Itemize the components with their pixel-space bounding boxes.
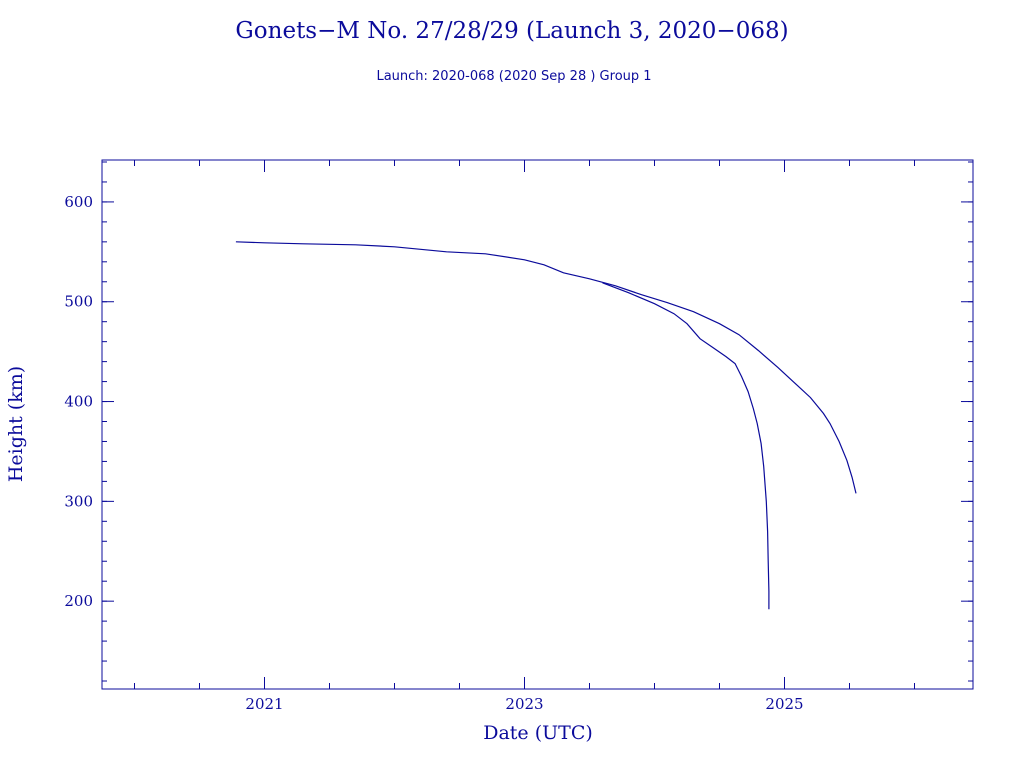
chart-subtitle: Launch: 2020-068 (2020 Sep 28 ) Group 1 [376,69,651,84]
y-tick-label: 500 [64,293,93,311]
x-axis-label: Date (UTC) [483,722,593,744]
y-tick-label: 600 [64,193,93,211]
plot-frame [101,159,974,690]
x-tick-label: 2021 [245,695,283,713]
chart-title: Gonets−M No. 27/28/29 (Launch 3, 2020−06… [235,18,788,44]
height-series-line-2 [602,282,770,610]
axis-ticks [102,160,973,689]
axis-tick-labels: 2021 2023 2025 200 300 400 500 600 [64,193,803,713]
y-tick-label: 200 [64,592,93,610]
series-layer [235,241,857,610]
x-tick-label: 2023 [505,695,543,713]
y-tick-label: 400 [64,393,93,411]
y-axis-label: Height (km) [5,366,27,482]
height-series-line-1 [235,241,857,494]
y-tick-label: 300 [64,492,93,510]
x-tick-label: 2025 [765,695,803,713]
